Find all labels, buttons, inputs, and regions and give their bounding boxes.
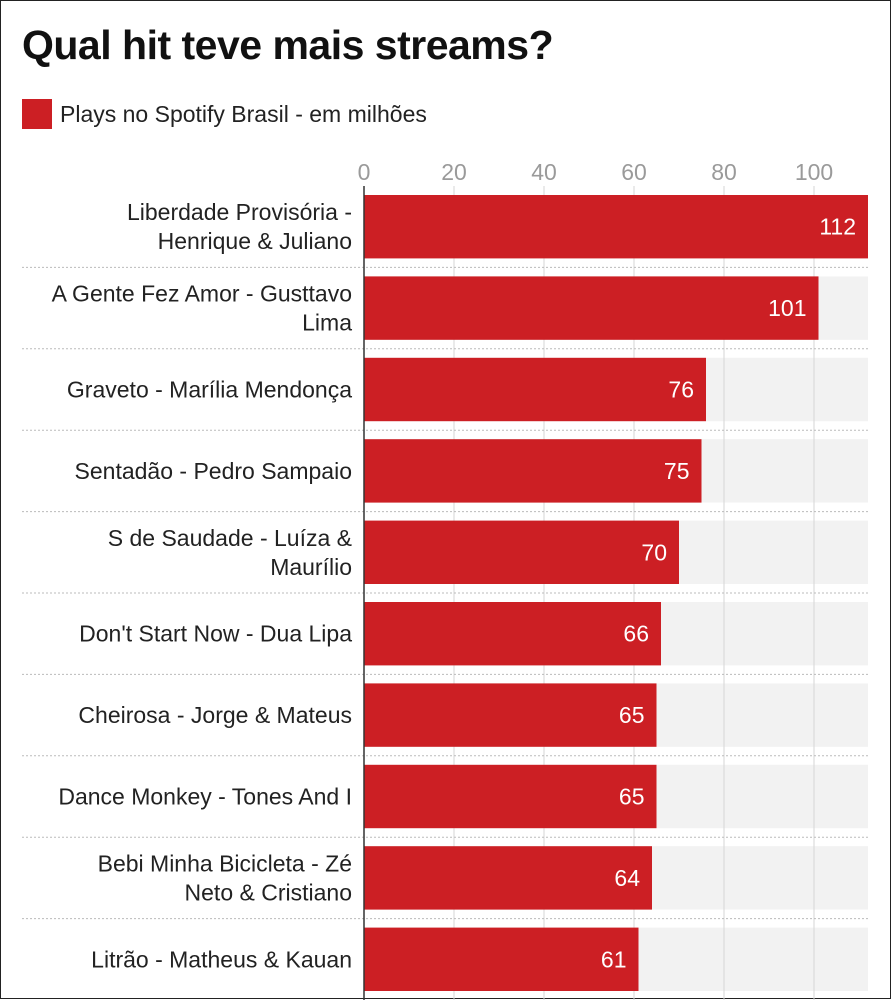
- x-tick-label: 20: [441, 159, 467, 185]
- bar: [364, 927, 639, 991]
- category-label-line: Litrão - Matheus & Kauan: [91, 946, 352, 972]
- category-label: Sentadão - Pedro Sampaio: [75, 458, 352, 484]
- chart-title: Qual hit teve mais streams?: [22, 22, 554, 68]
- data-label: 65: [619, 784, 645, 810]
- category-label-line: Liberdade Provisória -: [127, 199, 352, 225]
- category-label: Liberdade Provisória - Henrique & Juliano: [127, 199, 352, 254]
- category-label-line: Don't Start Now - Dua Lipa: [79, 621, 352, 647]
- data-label: 64: [614, 865, 640, 891]
- x-tick-label: 40: [531, 159, 557, 185]
- category-label: Bebi Minha Bicicleta - Zé Neto & Cristian…: [98, 850, 352, 905]
- data-label: 76: [668, 377, 694, 403]
- category-label-line: Neto & Cristiano: [185, 879, 352, 905]
- category-label: Graveto - Marília Mendonça: [67, 377, 352, 403]
- data-label: 70: [641, 539, 667, 565]
- legend-swatch: [22, 99, 52, 129]
- bar: [364, 602, 661, 666]
- bar: [364, 520, 679, 584]
- category-label-line: Lima: [302, 310, 352, 336]
- category-label: Dance Monkey - Tones And I: [58, 784, 352, 810]
- x-tick-label: 80: [711, 159, 737, 185]
- category-label-line: Graveto - Marília Mendonça: [67, 377, 352, 403]
- category-label: Litrão - Matheus & Kauan: [91, 946, 352, 972]
- data-label: 101: [768, 295, 806, 321]
- category-label: Cheirosa - Jorge & Mateus: [78, 702, 352, 728]
- category-label: A Gente Fez Amor - Gusttavo Lima: [52, 281, 353, 336]
- category-label-line: A Gente Fez Amor - Gusttavo: [52, 281, 352, 307]
- bar: [364, 357, 706, 422]
- legend-label: Plays no Spotify Brasil - em milhões: [60, 100, 427, 127]
- bar: [364, 846, 652, 910]
- category-label: S de Saudade - Luíza & Maurílio: [108, 525, 352, 580]
- data-label: 112: [819, 214, 856, 240]
- category-label: Don't Start Now - Dua Lipa: [79, 621, 352, 647]
- data-label: 65: [619, 702, 645, 728]
- category-label-line: Maurílio: [270, 554, 352, 580]
- data-label: 66: [623, 621, 649, 647]
- data-label: 75: [664, 458, 690, 484]
- category-label-line: Bebi Minha Bicicleta - Zé: [98, 850, 352, 876]
- category-label-line: Dance Monkey - Tones And I: [58, 784, 352, 810]
- bar: [364, 683, 657, 747]
- bar: [364, 195, 868, 259]
- category-label-line: S de Saudade - Luíza &: [108, 525, 352, 551]
- bar: [364, 276, 819, 340]
- x-tick-label: 60: [621, 159, 647, 185]
- category-label-line: Sentadão - Pedro Sampaio: [75, 458, 352, 484]
- data-label: 61: [601, 946, 627, 972]
- legend: Plays no Spotify Brasil - em milhões: [22, 98, 427, 130]
- category-label-line: Henrique & Juliano: [158, 228, 352, 254]
- category-label-line: Cheirosa - Jorge & Mateus: [78, 702, 352, 728]
- x-tick-label: 100: [795, 159, 833, 185]
- bar: [364, 439, 702, 503]
- bar: [364, 764, 657, 829]
- x-tick-label: 0: [358, 159, 371, 185]
